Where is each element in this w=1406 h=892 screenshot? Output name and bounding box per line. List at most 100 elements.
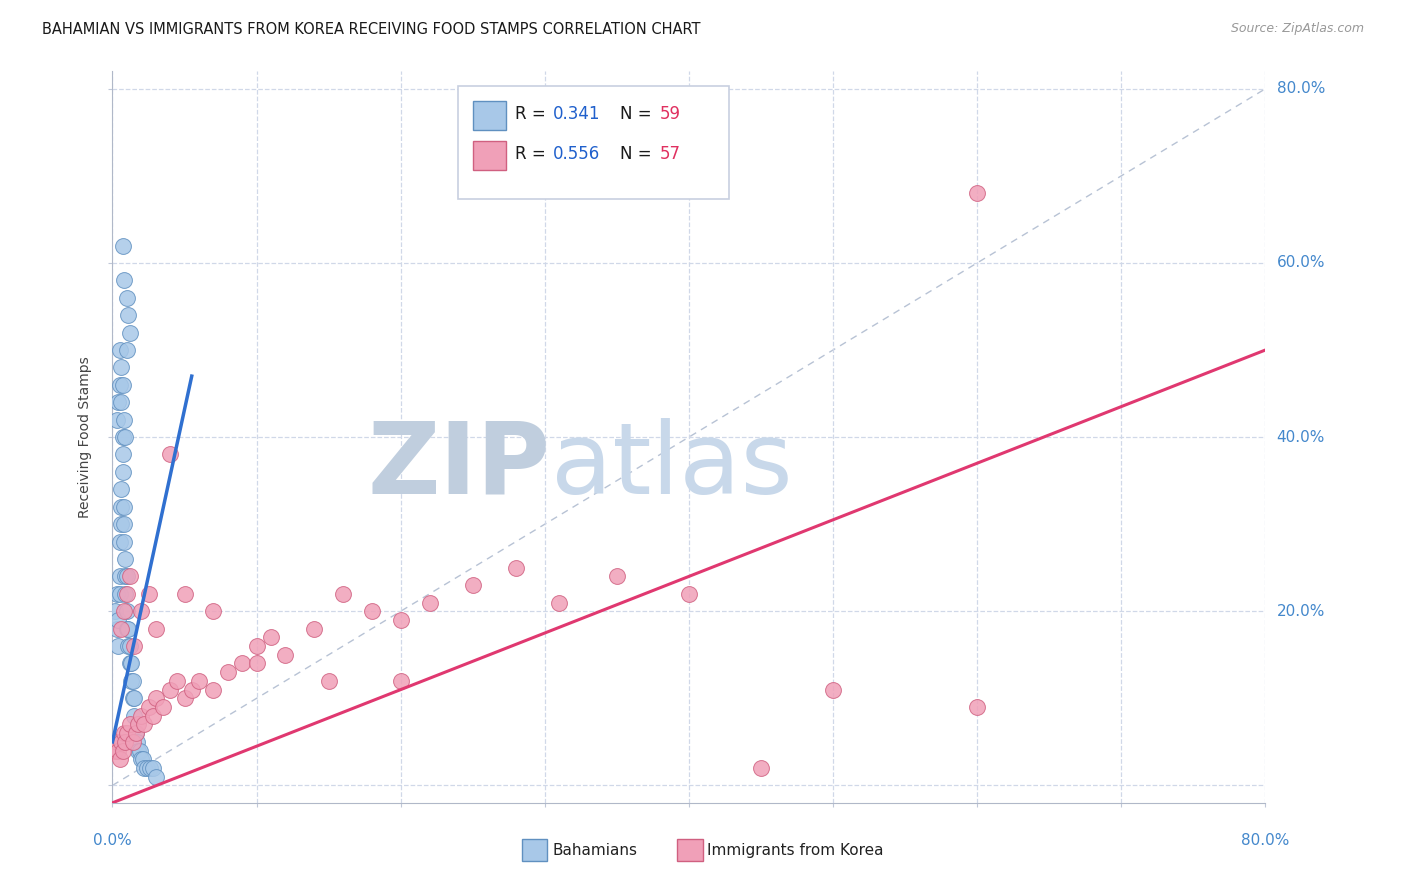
Point [304,622,326,636]
Text: 60.0%: 60.0% [1277,255,1324,270]
Point [966,186,988,201]
Point [678,587,700,601]
Point [461,578,484,592]
Point [107,743,129,757]
Text: atlas: atlas [551,417,792,515]
Point [166,673,188,688]
Text: N =: N = [620,145,657,163]
Point [145,770,167,784]
Point [121,673,143,688]
Point [159,682,181,697]
Bar [474,101,506,130]
Text: 0.556: 0.556 [553,145,600,163]
Text: R =: R = [515,145,551,163]
Text: 57: 57 [661,145,681,163]
Point [105,587,128,601]
Point [134,761,156,775]
Point [132,752,155,766]
Point [117,639,139,653]
Text: 0.341: 0.341 [553,104,600,123]
Text: BAHAMIAN VS IMMIGRANTS FROM KOREA RECEIVING FOOD STAMPS CORRELATION CHART: BAHAMIAN VS IMMIGRANTS FROM KOREA RECEIV… [42,22,700,37]
Point [118,657,141,671]
Point [112,726,135,740]
Point [231,657,253,671]
Point [188,673,211,688]
Bar [474,141,506,170]
Point [117,622,139,636]
Point [966,700,988,714]
Text: N =: N = [620,104,657,123]
Point [389,673,412,688]
Point [105,735,128,749]
Point [159,448,181,462]
Point [138,700,160,714]
Point [139,761,162,775]
Point [260,631,283,645]
Point [129,604,153,618]
Point [114,569,136,583]
Bar [678,839,703,862]
Point [118,639,141,653]
Point [389,613,412,627]
Point [115,291,138,305]
Point [122,708,145,723]
Point [122,691,145,706]
Point [245,639,267,653]
Point [245,657,267,671]
Point [129,752,153,766]
Point [104,743,127,757]
Point [134,717,156,731]
Text: 0.0%: 0.0% [93,833,132,848]
Point [112,604,135,618]
Point [120,673,142,688]
Point [145,622,167,636]
Point [114,430,136,444]
Point [107,395,129,409]
Text: 40.0%: 40.0% [1277,430,1324,444]
Point [115,622,138,636]
FancyBboxPatch shape [458,86,730,200]
Point [749,761,772,775]
Point [111,430,134,444]
Text: 20.0%: 20.0% [1277,604,1324,619]
Point [318,673,340,688]
Point [142,761,165,775]
Point [145,691,167,706]
Point [110,483,132,497]
Point [152,700,174,714]
Point [111,448,134,462]
Text: Immigrants from Korea: Immigrants from Korea [707,843,884,858]
Point [115,343,138,357]
Point [112,534,135,549]
Point [107,639,129,653]
Point [120,657,142,671]
Text: 80.0%: 80.0% [1241,833,1289,848]
Point [110,517,132,532]
Point [505,560,527,574]
Point [115,569,138,583]
Point [112,500,135,514]
Point [110,622,132,636]
Text: Bahamians: Bahamians [553,843,638,858]
Point [110,735,132,749]
Point [108,343,131,357]
Point [104,604,127,618]
Point [202,604,225,618]
Text: ZIP: ZIP [368,417,551,515]
Point [114,735,136,749]
Point [217,665,239,680]
Point [110,360,132,375]
Text: Source: ZipAtlas.com: Source: ZipAtlas.com [1230,22,1364,36]
Point [111,377,134,392]
Point [127,717,149,731]
Point [124,726,146,740]
Point [332,587,354,601]
Point [118,326,141,340]
Point [108,534,131,549]
Point [124,726,146,740]
Point [274,648,297,662]
Point [110,500,132,514]
Point [118,717,141,731]
Point [121,691,143,706]
Point [112,273,135,287]
